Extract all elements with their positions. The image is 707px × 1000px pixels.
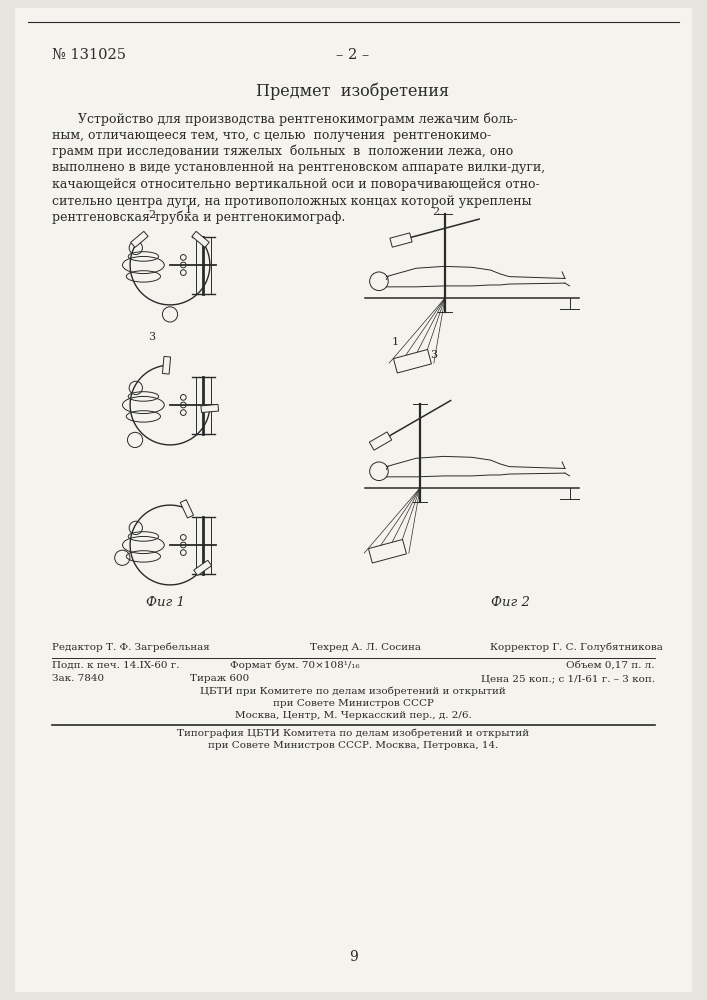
Text: Фиг 2: Фиг 2 (491, 596, 530, 609)
Bar (394, 349, 431, 373)
Text: – 2 –: – 2 – (337, 48, 370, 62)
Bar (196, 516, 211, 574)
Text: качающейся относительно вертикальной оси и поворачивающейся отно-: качающейся относительно вертикальной оси… (52, 178, 539, 191)
Text: Москва, Центр, М. Черкасский пер., д. 2/6.: Москва, Центр, М. Черкасский пер., д. 2/… (235, 711, 472, 720)
Text: 2: 2 (432, 207, 439, 217)
Text: Тираж 600: Тираж 600 (190, 674, 250, 683)
Bar (201, 404, 218, 413)
Bar (369, 432, 392, 450)
Text: 9: 9 (349, 950, 357, 964)
Text: 1: 1 (185, 205, 192, 215)
Text: Фиг 1: Фиг 1 (146, 596, 185, 609)
Text: при Совете Министров СССР. Москва, Петровка, 14.: при Совете Министров СССР. Москва, Петро… (208, 741, 498, 750)
Bar (131, 231, 148, 247)
Bar (192, 231, 209, 247)
Bar (196, 376, 211, 434)
Text: Редактор Т. Ф. Загребельная: Редактор Т. Ф. Загребельная (52, 643, 210, 652)
Text: Устройство для производства рентгенокимограмм лежачим боль-: Устройство для производства рентгенокимо… (78, 112, 518, 125)
Text: ЦБТИ при Комитете по делам изобретений и открытий: ЦБТИ при Комитете по делам изобретений и… (200, 687, 506, 696)
Text: рентгеновская трубка и рентгенокимограф.: рентгеновская трубка и рентгенокимограф. (52, 211, 345, 225)
Text: 1: 1 (392, 337, 399, 347)
Text: 3: 3 (148, 332, 155, 342)
Text: Предмет  изобретения: Предмет изобретения (257, 82, 450, 100)
Text: Зак. 7840: Зак. 7840 (52, 674, 104, 683)
Bar (368, 539, 407, 563)
Bar (180, 500, 194, 518)
Text: Техред А. Л. Сосина: Техред А. Л. Сосина (310, 643, 421, 652)
Text: при Совете Министров СССР: при Совете Министров СССР (273, 699, 433, 708)
Text: грамм при исследовании тяжелых  больных  в  положении лежа, оно: грамм при исследовании тяжелых больных в… (52, 145, 513, 158)
Text: Подп. к печ. 14.IX-60 г.: Подп. к печ. 14.IX-60 г. (52, 661, 180, 670)
Bar (390, 233, 412, 247)
Text: Цена 25 коп.; с 1/I-61 г. – 3 коп.: Цена 25 коп.; с 1/I-61 г. – 3 коп. (481, 674, 655, 683)
Text: № 131025: № 131025 (52, 48, 126, 62)
Bar (194, 560, 211, 576)
Text: 3: 3 (430, 350, 437, 360)
Text: ным, отличающееся тем, что, с целью  получения  рентгенокимо-: ным, отличающееся тем, что, с целью полу… (52, 128, 491, 141)
Text: Объем 0,17 п. л.: Объем 0,17 п. л. (566, 661, 655, 670)
Text: 2: 2 (148, 210, 155, 220)
Bar (163, 356, 170, 374)
Text: Корректор Г. С. Голубятникова: Корректор Г. С. Голубятникова (490, 643, 663, 652)
Text: выполнено в виде установленной на рентгеновском аппарате вилки-дуги,: выполнено в виде установленной на рентге… (52, 161, 545, 174)
Text: Типография ЦБТИ Комитета по делам изобретений и открытий: Типография ЦБТИ Комитета по делам изобре… (177, 729, 529, 738)
Bar (196, 236, 211, 294)
Text: сительно центра дуги, на противоположных концах которой укреплены: сительно центра дуги, на противоположных… (52, 194, 532, 208)
Text: Формат бум. 70×108¹/₁₆: Формат бум. 70×108¹/₁₆ (230, 661, 360, 670)
